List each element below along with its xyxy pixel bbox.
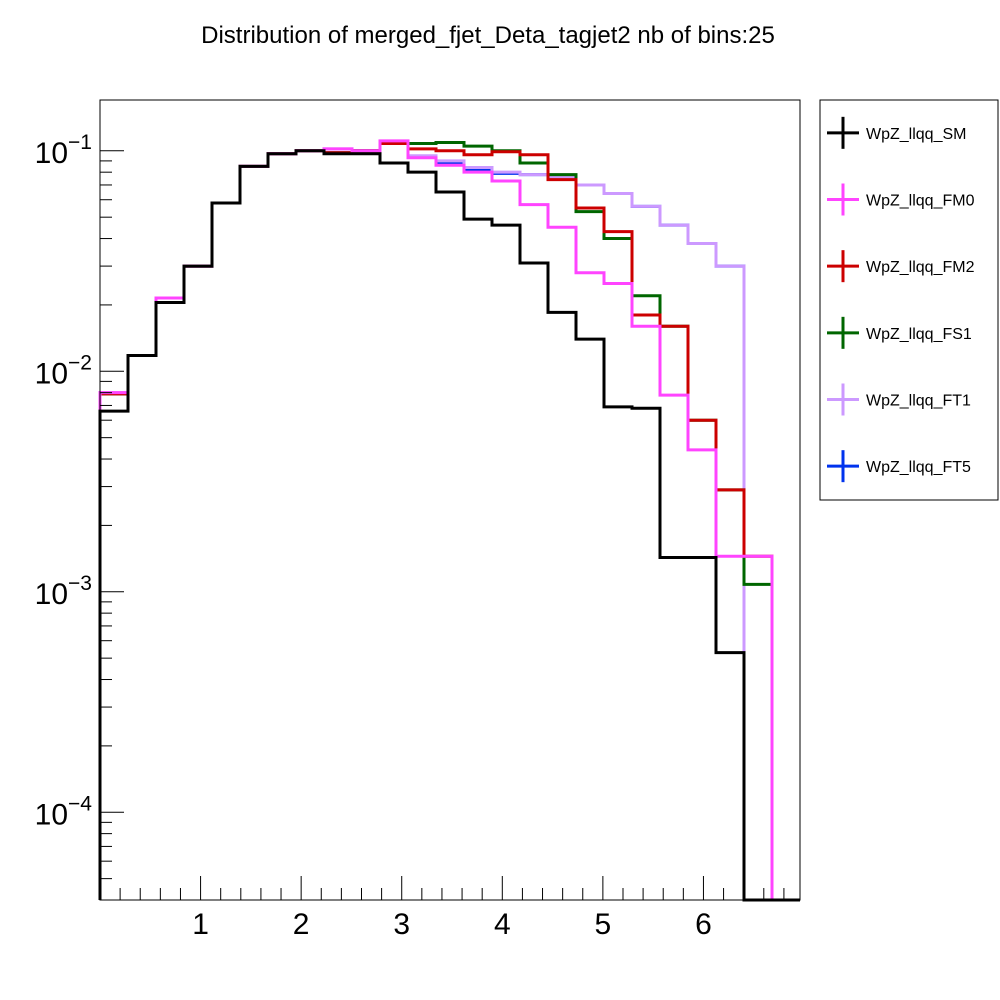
legend-label: WpZ_llqq_FT1 [866, 393, 971, 410]
x-tick-label: 4 [494, 908, 511, 941]
series-line-wpz-llqq-sm [98, 149, 800, 902]
x-tick-label: 1 [192, 908, 209, 941]
legend: WpZ_llqq_SM WpZ_llqq_FM0 WpZ_llqq_FM2 WpZ_l… [819, 99, 999, 501]
legend-label: WpZ_llqq_SM [866, 126, 966, 143]
legend-label: WpZ_llqq_FM2 [866, 259, 975, 276]
plot-background [100, 100, 800, 900]
axes-layer: 1 2 3 4 5 6 10−1 10−2 10−3 10−4 [35, 99, 801, 941]
y-tick-label: 10−1 [35, 131, 92, 170]
plot-area [100, 100, 800, 900]
chart-title: Distribution of merged_fjet_Deta_tagjet2… [201, 22, 775, 49]
y-tick-label: 10−2 [35, 351, 92, 390]
legend-box [819, 99, 999, 501]
x-tick-label: 6 [695, 908, 712, 941]
series-layer [98, 139, 800, 902]
x-tick-label: 2 [293, 908, 310, 941]
y-tick-label: 10−3 [35, 572, 92, 611]
plot-frame [99, 99, 801, 901]
y-tick-label: 10−4 [35, 792, 93, 831]
legend-label: WpZ_llqq_FS1 [866, 326, 972, 343]
x-tick-label: 3 [393, 908, 410, 941]
legend-label: WpZ_llqq_FT5 [866, 459, 971, 476]
legend-label: WpZ_llqq_FM0 [866, 193, 975, 210]
x-tick-label: 5 [595, 908, 612, 941]
